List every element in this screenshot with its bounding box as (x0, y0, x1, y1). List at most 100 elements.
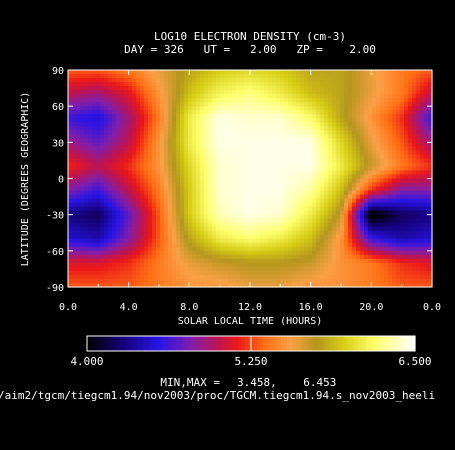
heatmap-cell (396, 94, 401, 99)
heatmap-cell (68, 174, 73, 180)
heatmap-cell (388, 166, 393, 172)
heatmap-cell (92, 70, 97, 75)
heatmap-cell (104, 98, 109, 103)
heatmap-cell (328, 94, 333, 99)
heatmap-cell (324, 146, 329, 151)
heatmap-cell (200, 114, 205, 119)
heatmap-cell (84, 282, 89, 288)
heatmap-cell (72, 202, 77, 208)
heatmap-cell (196, 218, 201, 224)
heatmap-cell (104, 122, 109, 127)
heatmap-cell (380, 202, 385, 208)
heatmap-cell (220, 78, 225, 83)
heatmap-cell (364, 114, 369, 119)
heatmap-cell (424, 106, 429, 111)
heatmap-cell (120, 194, 125, 200)
heatmap-cell (80, 222, 85, 228)
heatmap-cell (208, 278, 213, 284)
heatmap-cell (392, 126, 397, 131)
heatmap-cell (132, 254, 137, 260)
heatmap-cell (236, 122, 241, 127)
heatmap-cell (280, 110, 285, 115)
heatmap-cell (256, 242, 261, 248)
heatmap-cell (164, 278, 169, 284)
heatmap-cell (212, 98, 217, 103)
heatmap-cell (92, 222, 97, 228)
heatmap-cell (420, 246, 425, 252)
heatmap-cell (424, 158, 429, 164)
heatmap-cell (308, 250, 313, 256)
heatmap-cell (136, 234, 141, 240)
heatmap-cell (276, 226, 281, 232)
heatmap-cell (128, 194, 133, 200)
heatmap-cell (364, 210, 369, 216)
heatmap-cell (260, 214, 265, 220)
heatmap-cell (348, 214, 353, 220)
heatmap-cell (208, 178, 213, 184)
heatmap-cell (204, 262, 209, 268)
heatmap-cell (200, 74, 205, 79)
heatmap-cell (68, 82, 73, 87)
heatmap-cell (360, 178, 365, 184)
heatmap-cell (232, 266, 237, 272)
heatmap-cell (96, 174, 101, 180)
heatmap-cell (316, 146, 321, 151)
heatmap-cell (332, 230, 337, 236)
heatmap-cell (276, 146, 281, 151)
heatmap-cell (336, 162, 341, 168)
heatmap-cell (76, 102, 81, 107)
heatmap-cell (360, 126, 365, 131)
heatmap-cell (380, 162, 385, 168)
heatmap-cell (284, 158, 289, 164)
heatmap-cell (192, 122, 197, 127)
heatmap-cell (240, 154, 245, 160)
heatmap-cell (224, 102, 229, 107)
heatmap-cell (296, 206, 301, 212)
colorbar-swatch (110, 336, 115, 351)
heatmap-cell (396, 262, 401, 268)
heatmap-cell (144, 118, 149, 123)
heatmap-cell (312, 110, 317, 115)
heatmap-cell (336, 182, 341, 188)
heatmap-cell (240, 182, 245, 188)
heatmap-cell (356, 190, 361, 196)
heatmap-cell (104, 282, 109, 288)
heatmap-cell (196, 234, 201, 240)
heatmap-cell (100, 270, 105, 276)
heatmap-cell (80, 250, 85, 256)
heatmap-cell (124, 170, 129, 176)
heatmap-cell (284, 210, 289, 216)
heatmap-cell (124, 82, 129, 87)
heatmap-cell (344, 242, 349, 248)
heatmap-cell (204, 270, 209, 276)
heatmap-cell (304, 154, 309, 160)
heatmap-cell (364, 162, 369, 168)
heatmap-cell (220, 214, 225, 220)
heatmap-cell (204, 70, 209, 75)
colorbar-swatch (95, 336, 100, 351)
heatmap-cell (340, 206, 345, 212)
heatmap-cell (208, 106, 213, 111)
heatmap-cell (220, 98, 225, 103)
heatmap-cell (124, 146, 129, 151)
heatmap-cell (224, 150, 229, 155)
heatmap-cell (304, 82, 309, 87)
heatmap-cell (184, 206, 189, 212)
heatmap-cell (384, 194, 389, 200)
heatmap-cell (112, 170, 117, 176)
heatmap-cell (348, 206, 353, 212)
heatmap-cell (280, 146, 285, 151)
heatmap-cell (228, 90, 233, 95)
heatmap-cell (168, 214, 173, 220)
heatmap-cell (220, 198, 225, 204)
heatmap-cell (236, 90, 241, 95)
heatmap-cell (244, 166, 249, 172)
heatmap-cell (112, 226, 117, 232)
heatmap-cell (220, 250, 225, 256)
heatmap-cell (120, 138, 125, 143)
heatmap-cell (276, 222, 281, 228)
heatmap-cell (160, 130, 165, 135)
heatmap-cell (224, 134, 229, 139)
heatmap-cell (80, 266, 85, 272)
heatmap-cell (160, 254, 165, 260)
